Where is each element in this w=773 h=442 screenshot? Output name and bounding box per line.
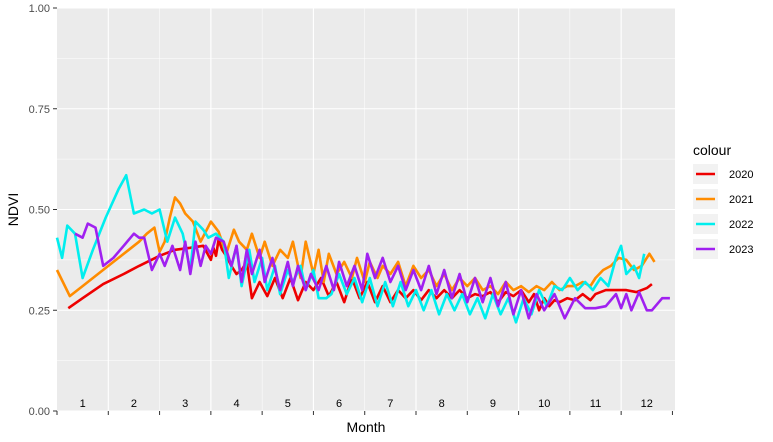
y-tick-label: 0.75 (29, 104, 50, 116)
month-labels: 1 2 3 4 5 6 7 8 9 10 11 12 (80, 398, 653, 410)
legend-items: 2020 2021 2022 2023 (693, 164, 753, 259)
legend: colour 2020 2021 2022 2023 (693, 142, 753, 259)
month-label: 6 (336, 398, 342, 410)
series-line-2022 (55, 173, 646, 324)
month-label: 5 (285, 398, 291, 410)
y-axis: 0.00 0.25 0.50 0.75 1.00 (29, 3, 57, 418)
month-label: 10 (538, 398, 550, 410)
legend-label-2022: 2022 (729, 219, 753, 231)
legend-label-2021: 2021 (729, 194, 753, 206)
series-layer (55, 173, 670, 324)
legend-label-2023: 2023 (729, 244, 753, 256)
y-tick-label: 1.00 (29, 3, 50, 15)
major-gridlines (57, 7, 675, 412)
series-line-2023 (74, 222, 670, 320)
y-axis-title: NDVI (5, 193, 21, 226)
month-label: 7 (387, 398, 393, 410)
legend-title: colour (693, 142, 731, 158)
y-tick-label: 0.50 (29, 205, 50, 217)
month-label: 4 (233, 398, 239, 410)
month-label: 2 (131, 398, 137, 410)
legend-label-2020: 2020 (729, 169, 753, 181)
y-tick-label: 0.25 (29, 305, 50, 317)
month-label: 3 (182, 398, 188, 410)
month-label: 11 (590, 398, 601, 410)
month-label: 8 (439, 398, 445, 410)
month-label: 12 (641, 398, 653, 410)
month-label: 9 (490, 398, 496, 410)
x-axis (56, 411, 673, 415)
month-label: 1 (80, 398, 86, 410)
y-tick-label: 0.00 (29, 406, 50, 418)
x-axis-title: Month (347, 419, 386, 435)
